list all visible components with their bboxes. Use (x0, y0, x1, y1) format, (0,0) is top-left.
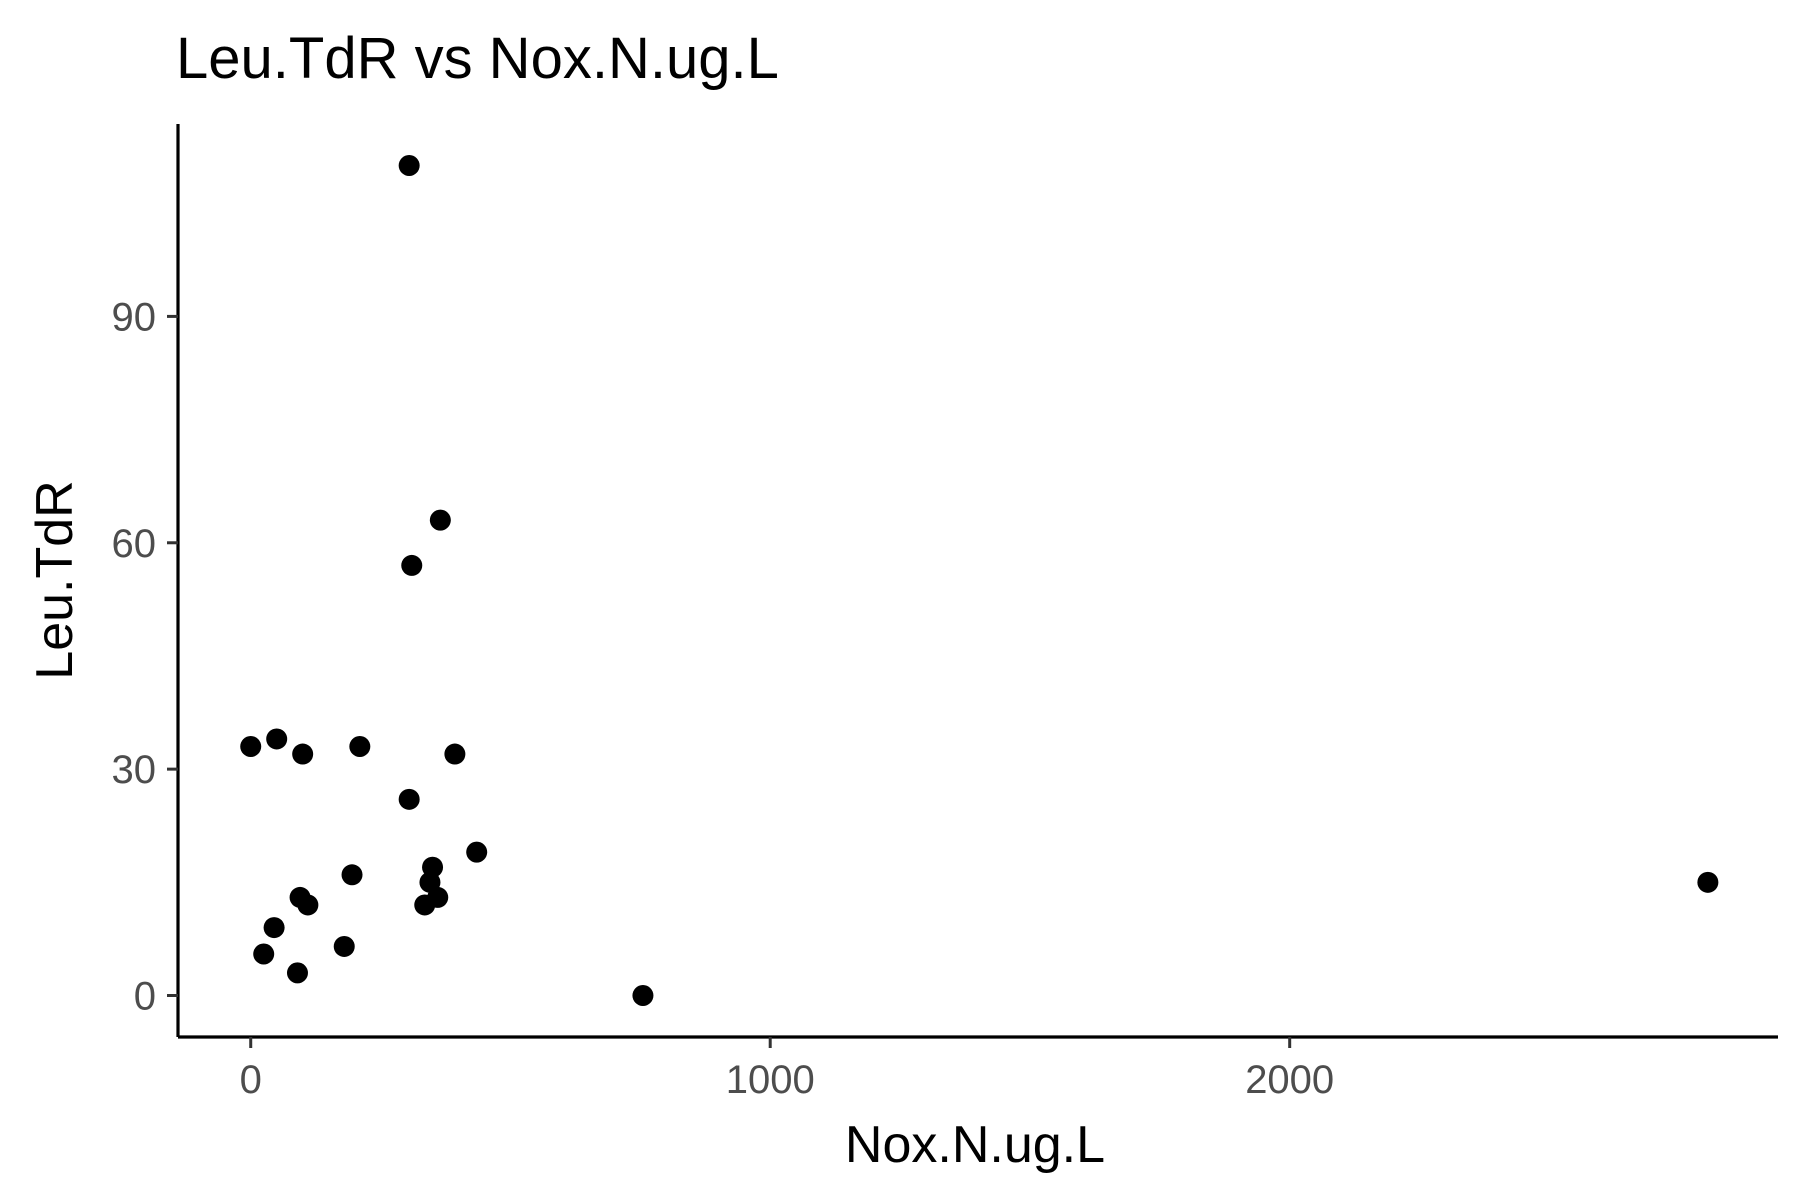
data-point (297, 894, 319, 916)
data-point (414, 894, 436, 916)
y-tick-label: 30 (112, 748, 157, 792)
data-point (292, 743, 314, 765)
data-point (341, 864, 363, 886)
data-point (632, 985, 654, 1006)
x-axis: 0 1000 2000 (178, 1035, 1778, 1102)
y-tick-label: 90 (112, 295, 157, 339)
y-tick-label: 0 (134, 975, 156, 1019)
y-axis-title: Leu.TdR (26, 480, 84, 679)
data-point (266, 728, 288, 750)
data-point (398, 788, 420, 810)
data-point (286, 962, 308, 984)
data-point (349, 736, 371, 757)
data-point (401, 554, 423, 576)
data-point (240, 736, 262, 757)
data-points (240, 155, 1719, 1006)
data-point (444, 743, 466, 765)
chart-title: Leu.TdR vs Nox.N.ug.L (176, 26, 779, 91)
x-tick-label: 0 (240, 1058, 262, 1102)
data-point (466, 841, 488, 863)
y-axis: 0 30 60 90 (112, 124, 180, 1037)
data-point (333, 935, 355, 957)
data-point (398, 155, 420, 176)
data-point (429, 509, 451, 531)
data-point (1697, 871, 1719, 893)
x-tick-label: 1000 (726, 1058, 815, 1102)
x-axis-title: Nox.N.ug.L (845, 1116, 1105, 1174)
y-tick-label: 60 (112, 522, 157, 566)
data-point (263, 917, 285, 939)
x-tick-label: 2000 (1245, 1058, 1334, 1102)
data-point (253, 943, 275, 965)
